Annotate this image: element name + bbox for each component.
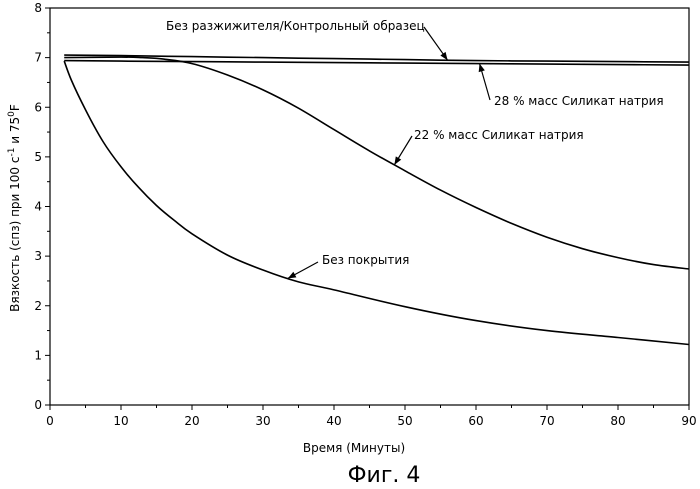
y-tick-label: 4	[34, 200, 42, 214]
y-axis-label: Вязкость (спз) при 100 с-1 и 750F	[7, 104, 22, 312]
y-axis-label-end: F	[8, 104, 22, 111]
y-tick-label: 8	[34, 1, 42, 15]
series-line-uncoated	[63, 60, 690, 346]
series-lines	[63, 54, 690, 346]
y-tick-label: 0	[34, 398, 42, 412]
x-tick-label: 50	[397, 414, 412, 428]
y-tick-label: 2	[34, 299, 42, 313]
x-tick-label: 10	[113, 414, 128, 428]
annotation-control-leader-arrowhead	[440, 51, 448, 61]
plot-frame	[49, 7, 690, 406]
y-tick-label: 6	[34, 100, 42, 114]
y-axis-label-main: Вязкость (спз) при 100 с	[8, 157, 22, 312]
annotation-22pct-label: 22 % масс Силикат натрия	[414, 128, 584, 142]
annotation-22pct-leader-arrowhead	[394, 156, 402, 165]
annotation-28pct-label: 28 % масс Силикат натрия	[494, 94, 664, 108]
plot-border	[49, 7, 690, 406]
y-axis-label-mid: и 75	[8, 117, 22, 148]
annotation-uncoated-leader-arrowhead	[287, 271, 297, 279]
x-tick-label: 80	[610, 414, 625, 428]
annotation-control-label: Без разжижителя/Контрольный образец	[166, 19, 425, 33]
x-tick-label: 40	[326, 414, 341, 428]
figure-caption: Фиг. 4	[348, 463, 421, 488]
annotations: Без разжижителя/Контрольный образец 28 %…	[166, 19, 664, 279]
axis-ticks: 0 10 20 30 40 50 60 70 80 90 0 1 2 3 4 5 6 7 8	[34, 1, 696, 428]
x-tick-label: 20	[184, 414, 199, 428]
y-axis-label-sup2: 0	[7, 111, 17, 117]
series-line-control	[64, 54, 690, 63]
x-tick-label: 0	[46, 414, 54, 428]
y-axis-label-sup1: -1	[7, 148, 17, 157]
y-tick-label: 1	[34, 348, 42, 362]
x-tick-label: 90	[681, 414, 696, 428]
series-line-28pct	[64, 59, 690, 66]
y-tick-label: 3	[34, 249, 42, 263]
series-line-22pct	[64, 56, 690, 270]
y-tick-label: 5	[34, 150, 42, 164]
x-tick-label: 70	[539, 414, 554, 428]
x-tick-label: 60	[468, 414, 483, 428]
annotation-uncoated-label: Без покрытия	[322, 253, 409, 267]
annotation-28pct-leader-arrowhead	[478, 63, 485, 73]
x-axis-label: Время (Минуты)	[303, 441, 405, 455]
y-tick-label: 7	[34, 51, 42, 65]
x-tick-label: 30	[255, 414, 270, 428]
